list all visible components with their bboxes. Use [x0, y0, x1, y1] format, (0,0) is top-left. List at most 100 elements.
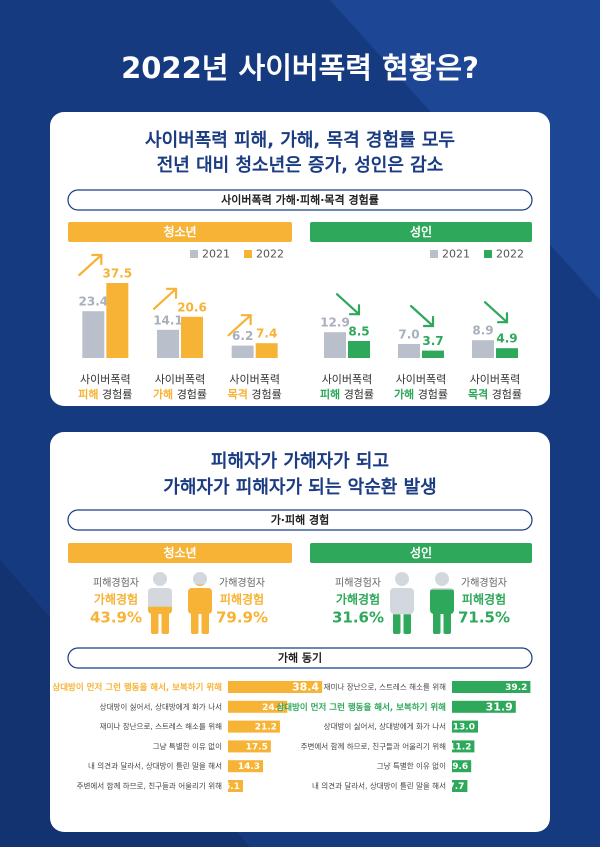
person-icon-fill	[430, 589, 454, 634]
bar	[452, 681, 531, 693]
icon-head	[395, 572, 409, 586]
category-prefix: 사이버폭력	[229, 373, 280, 386]
category-label: 가해 경험률	[153, 387, 207, 401]
category-label: 피해 경험률	[320, 387, 374, 401]
legend-swatch	[430, 250, 438, 258]
value-label: 6.2	[232, 329, 253, 343]
value-label: 6.1	[224, 782, 240, 792]
icon-head	[435, 572, 449, 586]
trend-arrow-head	[496, 312, 509, 324]
value-label: 31.9	[486, 700, 513, 713]
panel-title: 성인	[410, 224, 432, 239]
category-suffix: 경험률	[492, 388, 522, 401]
value-label: 31.6%	[332, 609, 384, 627]
person-icon-fill	[148, 606, 172, 634]
person-icon-fill	[393, 614, 411, 634]
legend-label: 2021	[442, 248, 470, 261]
bar	[452, 700, 516, 713]
value-label: 3.7	[422, 334, 443, 348]
icon-leg	[443, 610, 451, 634]
icon-body	[430, 589, 454, 614]
section-title: 사이버폭력 가해·피해·목격 경험률	[221, 193, 379, 207]
card-headline: 사이버폭력 피해, 가해, 목격 경험률 모두	[145, 129, 455, 151]
panel-title: 성인	[410, 545, 432, 560]
panel-header	[310, 543, 532, 563]
panel-title: 청소년	[163, 224, 196, 239]
group-label: 피해경험자	[335, 576, 381, 589]
value-label: 8.9	[472, 324, 493, 338]
value-label: 7.4	[256, 327, 277, 341]
category-label: 목격 경험률	[228, 387, 282, 401]
category-suffix: 경험률	[177, 388, 207, 401]
value-label: 14.3	[238, 762, 260, 772]
value-label: 7.7	[448, 782, 464, 792]
category-label: 그냥 특별한 이유 없이	[377, 761, 446, 771]
icon-leg	[393, 614, 401, 634]
category-key: 가해	[394, 387, 414, 401]
person-icon-fill	[188, 584, 212, 634]
group-label: 가해경험자	[219, 576, 265, 589]
category-prefix: 사이버폭력	[396, 373, 447, 386]
value-label: 20.6	[177, 300, 207, 314]
trend-arrow	[409, 304, 435, 328]
bar	[348, 341, 370, 358]
measure-label: 가해경험	[94, 592, 138, 607]
category-suffix: 경험률	[418, 388, 448, 401]
legend-swatch	[484, 250, 492, 258]
card-headline: 전년 대비 청소년은 증가, 성인은 감소	[157, 155, 444, 176]
page-title: 2022년 사이버폭력 현황은?	[121, 51, 479, 85]
value-label: 43.9%	[90, 609, 142, 627]
value-label: 17.5	[246, 742, 268, 752]
bar	[82, 311, 105, 358]
legend-swatch	[190, 250, 198, 258]
category-suffix: 경험률	[102, 388, 132, 401]
category-prefix: 사이버폭력	[80, 373, 131, 386]
bar	[231, 345, 254, 358]
legend-label: 2022	[256, 248, 284, 261]
category-label: 주변에서 함께 하므로, 친구들과 어울리기 위해	[301, 741, 447, 751]
bar	[228, 760, 264, 773]
card-headline: 피해자가 가해자가 되고	[211, 451, 389, 472]
value-label: 4.9	[496, 332, 517, 346]
value-label: 13.0	[453, 723, 475, 733]
category-label: 상대방이 먼저 그런 행동을 해서, 보복하기 위해	[52, 682, 222, 693]
trend-arrow	[152, 287, 178, 310]
trend-arrow	[227, 314, 252, 337]
icon-body	[188, 588, 212, 614]
value-label: 7.0	[398, 328, 419, 342]
bar	[181, 316, 203, 358]
bar	[452, 760, 472, 773]
category-suffix: 경험률	[251, 388, 281, 401]
category-key: 목격	[468, 387, 488, 401]
bar	[452, 740, 475, 753]
value-label: 21.2	[255, 723, 277, 733]
legend-label: 2022	[496, 248, 524, 261]
bar	[496, 348, 518, 358]
trend-arrow	[78, 253, 103, 277]
category-key: 피해	[78, 387, 98, 401]
card-headline: 가해자가 피해자가 되는 악순환 발생	[163, 476, 436, 498]
category-label: 상대방이 싫어서, 상대방에게 화가 나서	[324, 721, 446, 731]
panel-header	[68, 543, 292, 563]
trend-arrow-head	[165, 287, 178, 299]
bar	[422, 350, 444, 358]
bar	[398, 344, 420, 358]
card	[50, 432, 550, 832]
icon-leg	[161, 610, 169, 634]
bar	[228, 700, 288, 713]
category-label: 주변에서 함께 하므로, 친구들과 어울리기 위해	[77, 781, 223, 791]
trend-arrow	[483, 301, 509, 324]
section-pill	[67, 509, 533, 531]
group-label: 가해경험자	[461, 576, 507, 589]
category-key: 목격	[228, 387, 248, 401]
category-label: 내 의견과 달라서, 상대방이 틀린 말을 해서	[312, 781, 446, 791]
trend-arrow-head	[348, 304, 361, 316]
value-label: 23.4	[79, 295, 109, 309]
measure-label: 피해경험	[220, 592, 264, 607]
value-label: 11.2	[449, 742, 471, 752]
icon-head	[193, 572, 207, 586]
section-title: 가·피해 경험	[271, 513, 330, 527]
category-label: 재미나 장난으로, 스트레스 해소를 위해	[100, 721, 222, 731]
